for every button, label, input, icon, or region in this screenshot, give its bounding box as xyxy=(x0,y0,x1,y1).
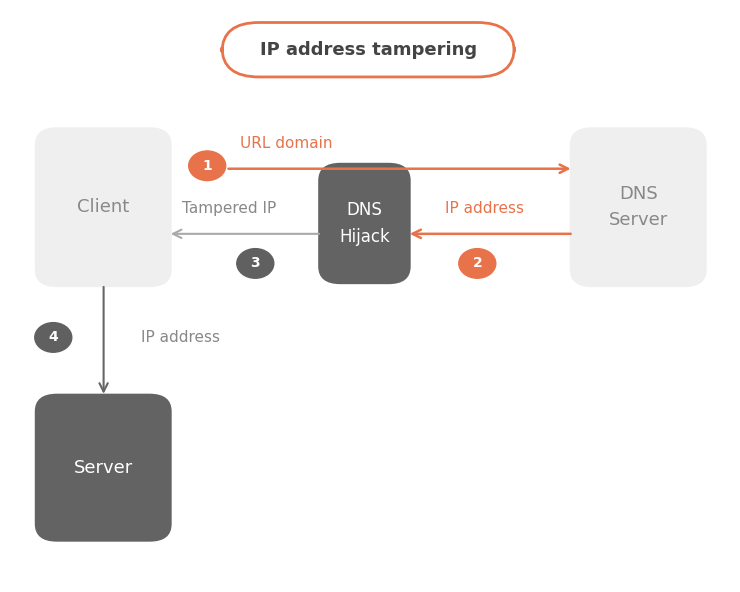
Circle shape xyxy=(237,249,274,278)
FancyBboxPatch shape xyxy=(35,127,172,287)
FancyBboxPatch shape xyxy=(318,163,411,284)
Text: IP address: IP address xyxy=(141,330,220,345)
Circle shape xyxy=(459,249,496,278)
Text: URL domain: URL domain xyxy=(240,136,333,151)
Text: IP address tampering: IP address tampering xyxy=(260,41,477,59)
Text: Client: Client xyxy=(77,198,130,216)
Text: 1: 1 xyxy=(202,159,212,173)
Text: IP address: IP address xyxy=(445,201,524,216)
Text: 2: 2 xyxy=(472,256,482,271)
Circle shape xyxy=(35,323,72,352)
Text: Tampered IP: Tampered IP xyxy=(182,201,277,216)
FancyBboxPatch shape xyxy=(222,22,514,77)
Circle shape xyxy=(189,151,226,181)
FancyBboxPatch shape xyxy=(35,394,172,542)
Text: 3: 3 xyxy=(250,256,260,271)
Text: Server: Server xyxy=(73,459,133,477)
Text: 4: 4 xyxy=(48,330,58,345)
Text: DNS
Server: DNS Server xyxy=(608,185,668,229)
Text: DNS
Hijack: DNS Hijack xyxy=(339,201,390,246)
FancyBboxPatch shape xyxy=(570,127,707,287)
